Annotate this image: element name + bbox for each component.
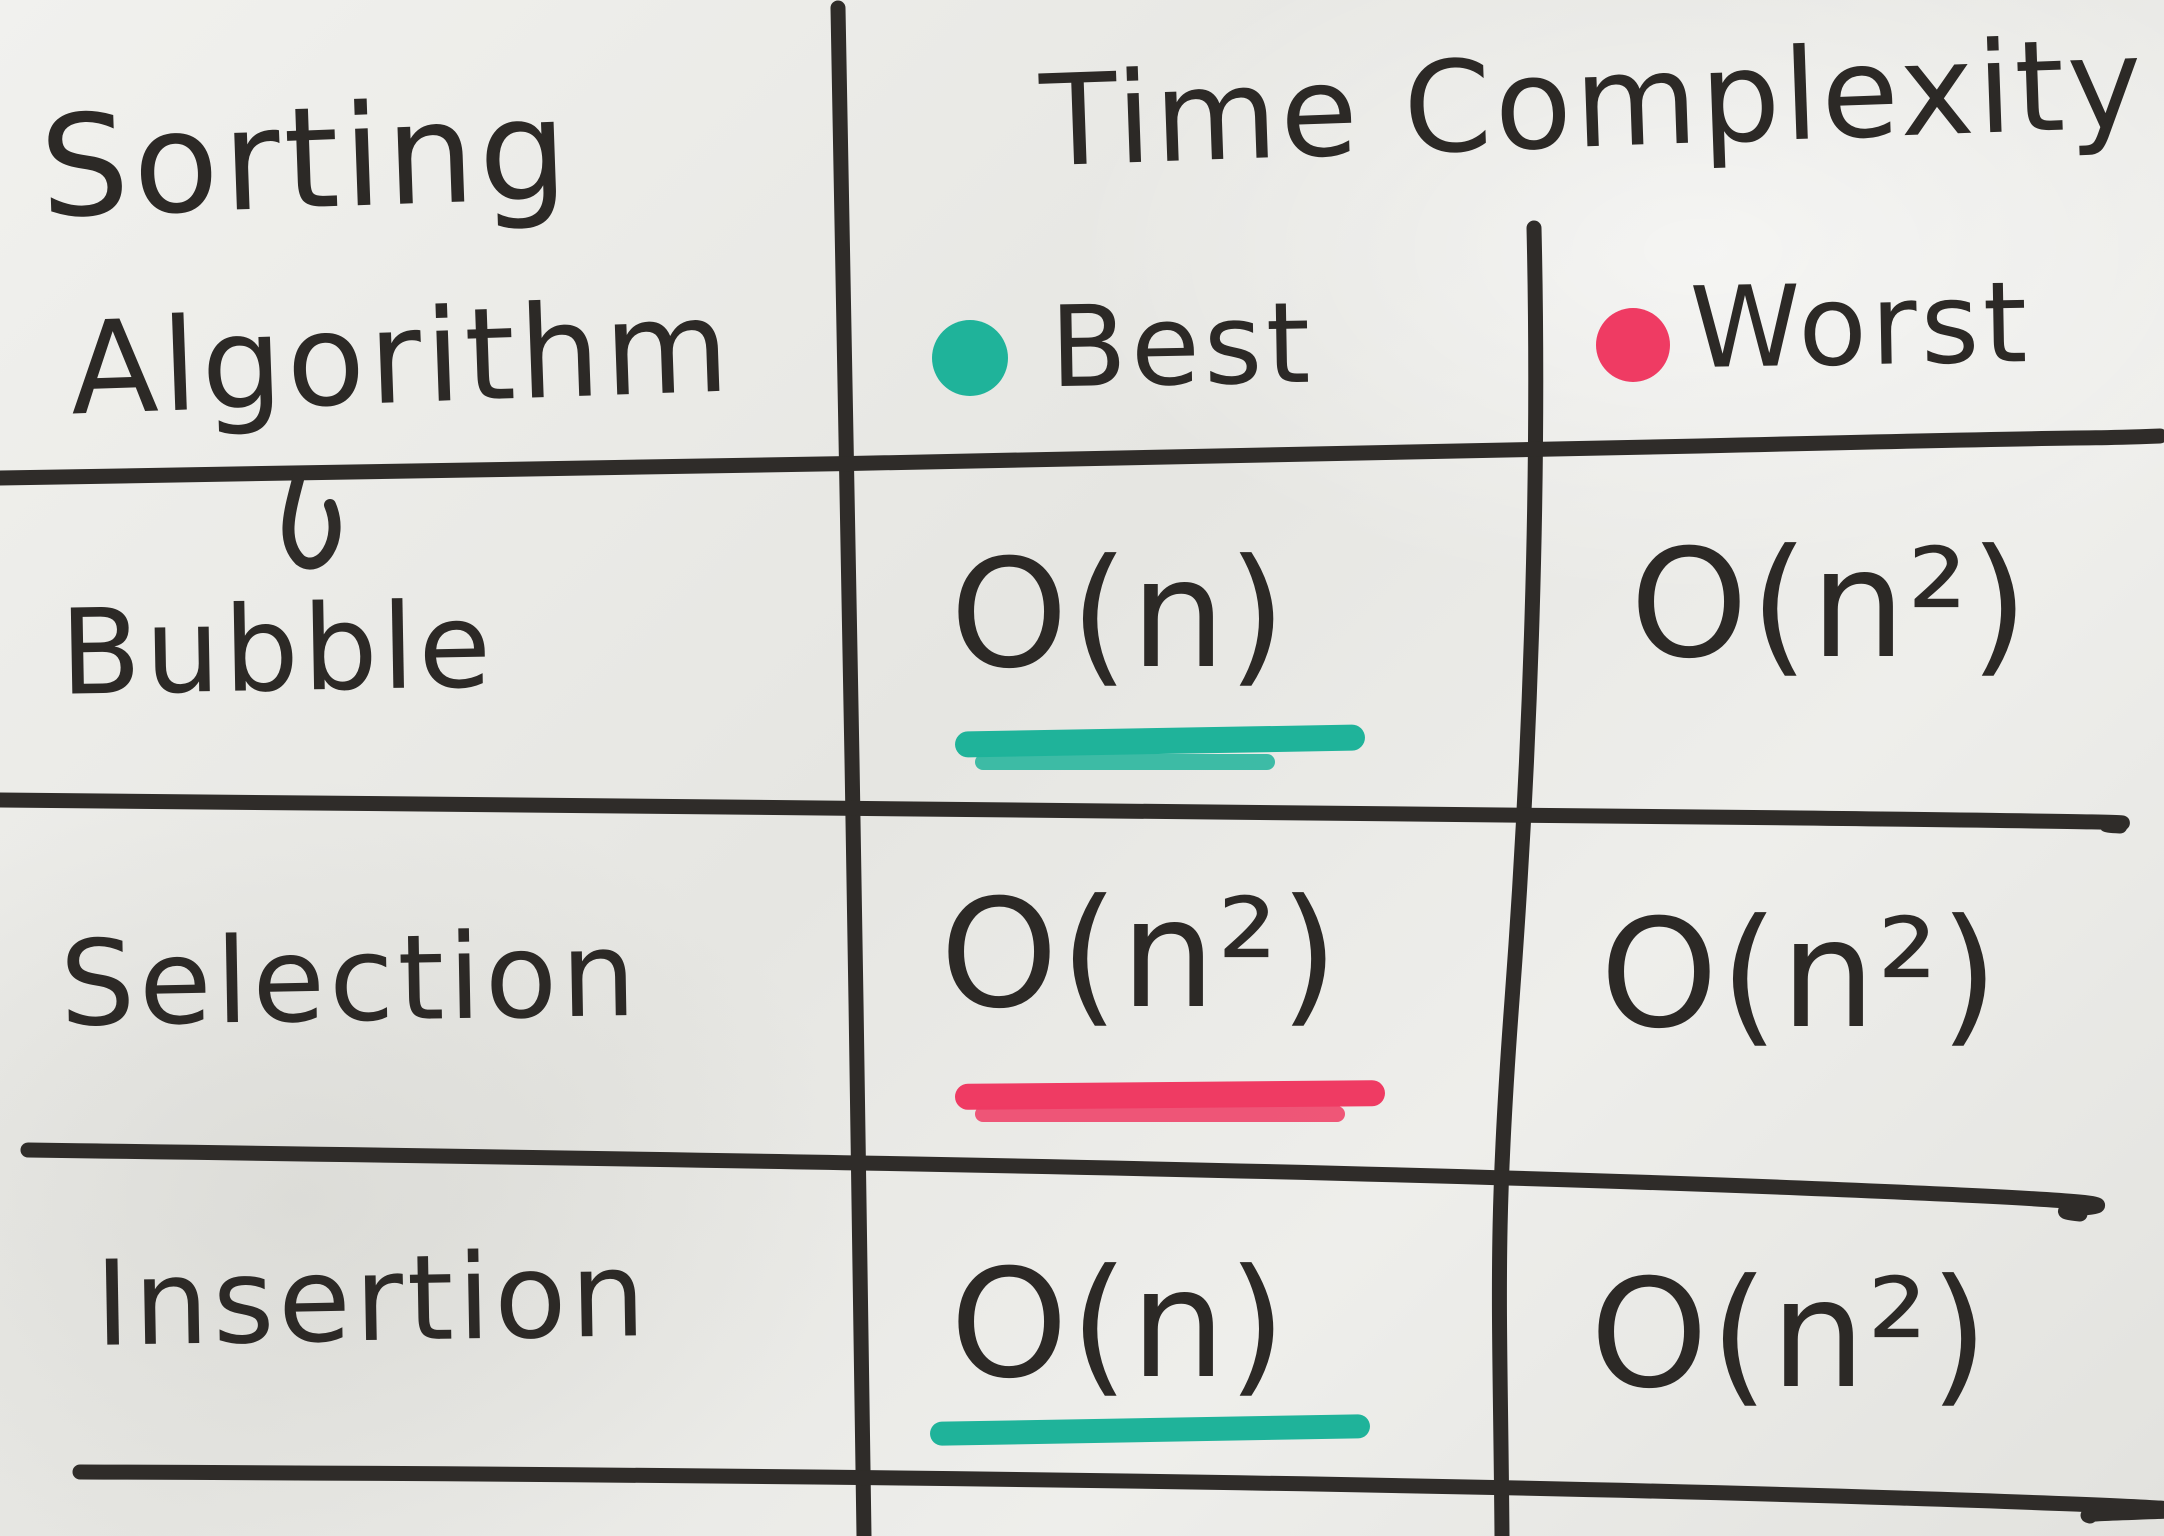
header-algorithm: Algorithm xyxy=(67,272,736,445)
header-time-complexity: Time Complexity xyxy=(1037,9,2148,196)
best-legend-dot xyxy=(932,320,1008,396)
horizontal-divider-header xyxy=(0,428,2164,486)
column-header-worst: Worst xyxy=(1688,258,2033,394)
row-algorithm-insertion: Insertion xyxy=(93,1225,651,1373)
cell-insertion-best: O(n) xyxy=(950,1238,1289,1412)
row-algorithm-selection: Selection xyxy=(58,904,641,1054)
horizontal-divider-row2 xyxy=(20,1142,2105,1222)
horizontal-divider-row1 xyxy=(0,792,2130,834)
horizontal-divider-row3 xyxy=(72,1464,2164,1524)
vertical-divider-right xyxy=(1491,220,1544,1536)
cell-bubble-worst: O(n²) xyxy=(1630,518,2031,692)
selection-best-underline-stroke2 xyxy=(975,1106,1345,1122)
bubble-best-underline-stroke2 xyxy=(975,754,1275,770)
algorithm-descender-loop xyxy=(282,466,341,570)
vertical-divider-left xyxy=(830,0,872,1536)
row-algorithm-bubble: Bubble xyxy=(58,576,497,722)
cell-selection-worst: O(n²) xyxy=(1600,888,2001,1062)
worst-legend-dot xyxy=(1596,308,1670,382)
cell-selection-best: O(n²) xyxy=(940,868,1341,1042)
column-header-best: Best xyxy=(1048,278,1316,414)
header-sorting: Sorting xyxy=(37,68,575,251)
cell-insertion-worst: O(n²) xyxy=(1590,1248,1991,1422)
cell-bubble-best: O(n) xyxy=(950,528,1289,702)
